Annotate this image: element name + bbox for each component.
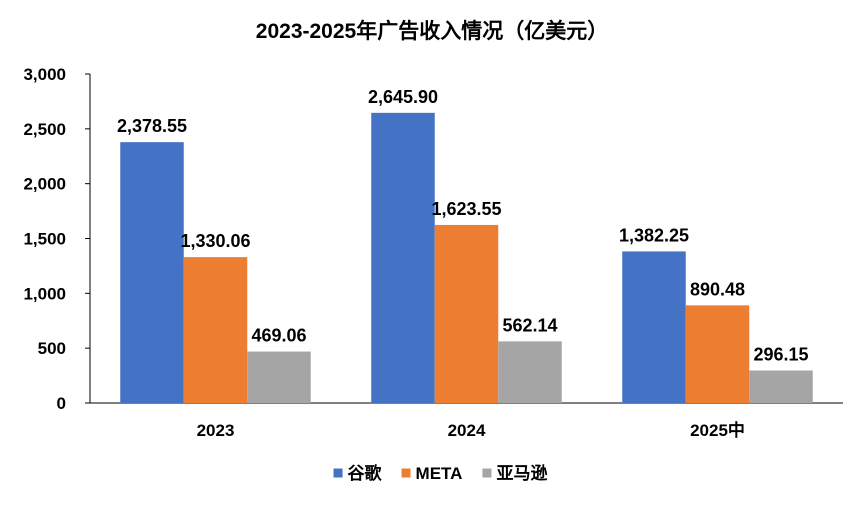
chart-title: 2023-2025年广告收入情况（亿美元） (256, 19, 608, 43)
legend-swatch (401, 468, 411, 478)
x-tick-label: 2023 (197, 421, 235, 440)
data-label: 296.15 (753, 345, 808, 365)
legend-label: 亚马逊 (496, 464, 547, 483)
bar (434, 224, 499, 403)
y-tick-label: 2,000 (23, 175, 66, 194)
x-axis: 2023 2024 2025中 (90, 402, 843, 440)
bar (498, 341, 562, 403)
bar (685, 305, 750, 403)
x-tick-label: 2025中 (690, 420, 745, 440)
data-label: 2,645.90 (368, 87, 438, 107)
data-label: 469.06 (251, 326, 306, 346)
y-tick-label: 500 (38, 339, 66, 358)
bar (120, 142, 184, 403)
legend-item: 谷歌 (333, 463, 383, 483)
legend-swatch (333, 468, 343, 478)
data-labels: 2,378.55 2,645.90 1,382.25 1,330.06 1,623.55… (117, 87, 809, 365)
x-tick-label: 2024 (448, 421, 486, 440)
legend-label: 谷歌 (348, 463, 383, 483)
y-axis: 0 500 1,000 1,500 2,000 2,500 3,000 (23, 65, 91, 413)
bar (183, 257, 248, 403)
legend-item: 亚马逊 (482, 464, 547, 483)
bar (247, 351, 311, 403)
y-tick-label: 3,000 (23, 65, 66, 84)
y-tick-label: 1,500 (23, 230, 66, 249)
data-label: 1,330.06 (180, 231, 250, 251)
data-label: 1,382.25 (619, 225, 689, 245)
bars (120, 112, 813, 403)
y-tick-label: 0 (57, 394, 66, 413)
bar (371, 112, 435, 403)
data-label: 890.48 (690, 279, 745, 299)
y-tick-label: 2,500 (23, 120, 66, 139)
data-label: 2,378.55 (117, 116, 187, 136)
bar (622, 251, 686, 403)
y-tick-label: 1,000 (23, 284, 66, 303)
bar (749, 370, 813, 403)
data-label: 1,623.55 (431, 199, 501, 219)
data-label: 562.14 (502, 315, 557, 335)
legend: 谷歌 META 亚马逊 (333, 463, 547, 483)
legend-label: META (416, 464, 463, 483)
legend-swatch (482, 468, 492, 478)
legend-item: META (401, 464, 463, 483)
